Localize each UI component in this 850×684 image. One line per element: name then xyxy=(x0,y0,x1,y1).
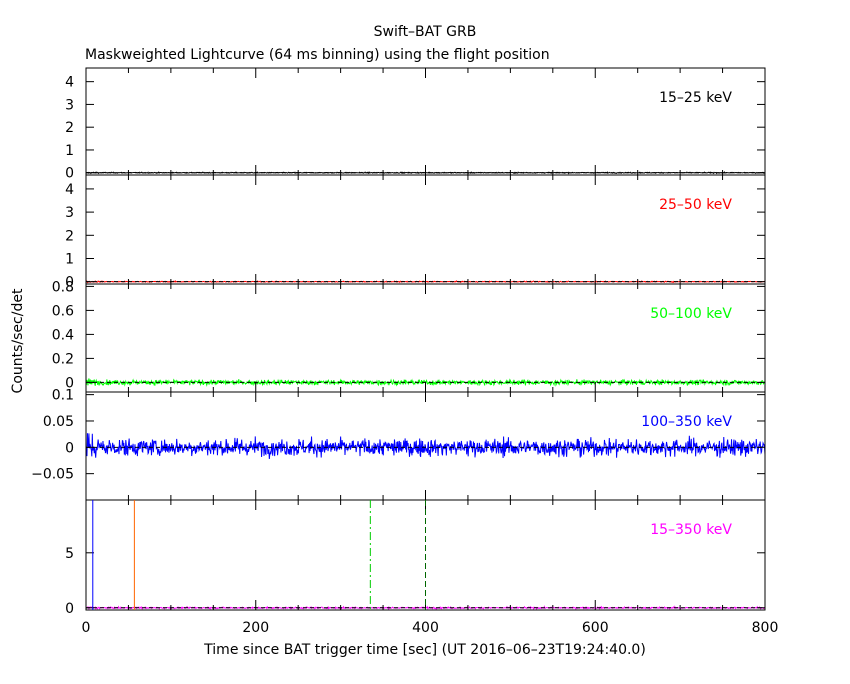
x-tick-label: 0 xyxy=(82,620,91,636)
y-tick-label: 0 xyxy=(65,275,74,291)
series-label: 50–100 keV xyxy=(650,306,732,322)
y-tick-label: 0.2 xyxy=(52,351,74,367)
series-label: 25–50 keV xyxy=(659,197,732,213)
y-tick-label: 0 xyxy=(65,375,74,391)
y-tick-label: 0.8 xyxy=(52,279,74,295)
panel-frame xyxy=(85,67,766,176)
y-tick-label: 3 xyxy=(65,205,74,221)
y-tick-label: 0 xyxy=(65,440,74,456)
y-tick-label: 2 xyxy=(65,120,74,136)
chart-subtitle: Maskweighted Lightcurve (64 ms binning) … xyxy=(85,47,550,63)
series-label: 15–350 keV xyxy=(650,522,732,538)
y-tick-label: 0.4 xyxy=(52,327,74,343)
y-tick-label: 0 xyxy=(65,601,74,617)
series-line-3 xyxy=(85,378,766,387)
panel-2: 0 1 2 3 4 25–50 keV xyxy=(65,174,766,291)
y-axis-label: Counts/sec/det xyxy=(10,288,26,393)
y-tick-label: 4 xyxy=(65,182,74,198)
y-tick-label: 0 xyxy=(65,166,74,182)
y-tick-label: 0.6 xyxy=(52,303,74,319)
panel-frame xyxy=(85,174,766,285)
panel-3: 0 0.2 0.4 0.6 0.8 50–100 keV xyxy=(52,279,766,393)
series-label: 15–25 keV xyxy=(659,90,732,106)
series-line-4 xyxy=(85,433,766,459)
y-tick-label: 1 xyxy=(65,143,74,159)
panel-5: 0 5 15–350 keV xyxy=(65,499,766,617)
y-tick-label: 1 xyxy=(65,251,74,267)
panels-group: 0 1 2 3 4 15–25 keV 0 1 2 3 4 25–50 keV 0 0.2 0.4 0.6 0.… xyxy=(31,67,779,636)
y-tick-label: 4 xyxy=(65,75,74,91)
y-tick-label: 0.05 xyxy=(43,414,74,430)
y-tick-label: 0.1 xyxy=(52,388,74,404)
panel-4: −0.05 0 0.05 0.1 100–350 keV xyxy=(31,388,766,501)
x-tick-label: 400 xyxy=(412,620,439,636)
y-tick-label: 5 xyxy=(65,546,74,562)
series-label: 100–350 keV xyxy=(641,414,732,430)
x-tick-label: 800 xyxy=(752,620,779,636)
y-tick-label: 2 xyxy=(65,228,74,244)
x-tick-label: 600 xyxy=(582,620,609,636)
x-tick-label: 200 xyxy=(242,620,269,636)
y-tick-label: 3 xyxy=(65,97,74,113)
chart-title: Swift–BAT GRB xyxy=(374,24,477,40)
panel-1: 0 1 2 3 4 15–25 keV xyxy=(65,67,766,182)
panel-frame xyxy=(85,283,766,393)
y-tick-label: −0.05 xyxy=(31,467,74,483)
x-axis-label: Time since BAT trigger time [sec] (UT 20… xyxy=(203,642,646,658)
